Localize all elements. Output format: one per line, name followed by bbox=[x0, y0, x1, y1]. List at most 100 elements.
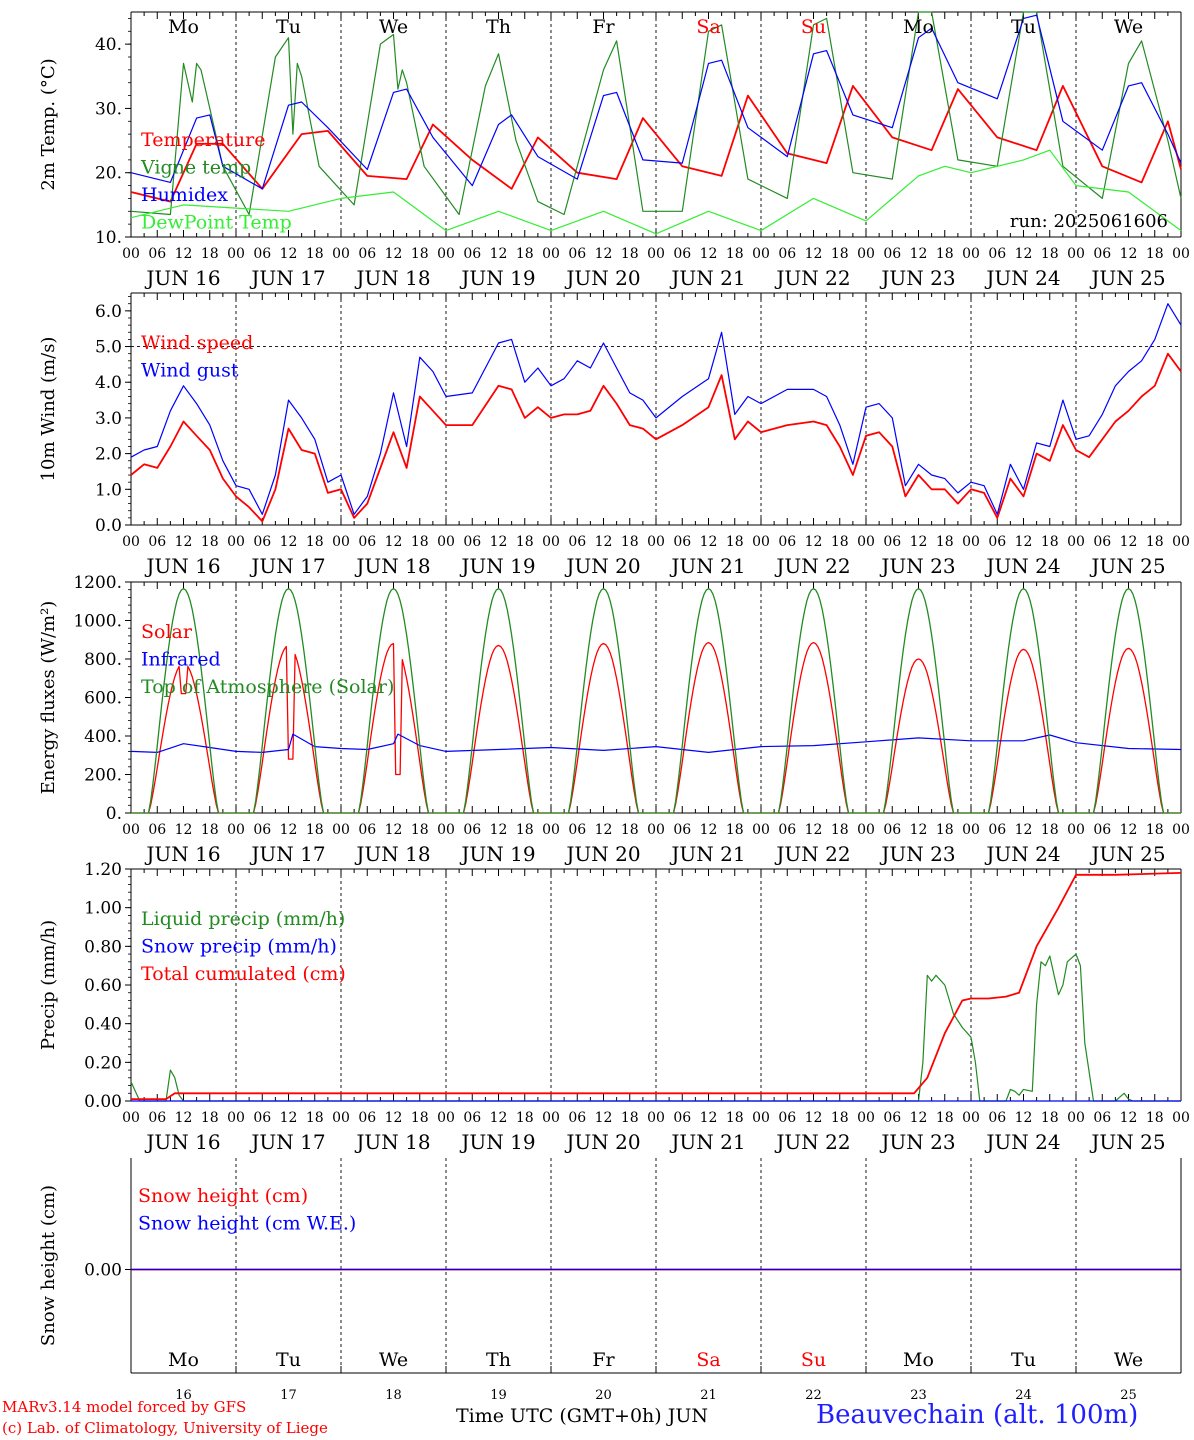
hour-label: 00 bbox=[542, 1110, 560, 1126]
hour-label: 00 bbox=[857, 1110, 875, 1126]
hour-label: 00 bbox=[332, 1110, 350, 1126]
hour-label: 00 bbox=[1172, 822, 1190, 838]
hour-label: 06 bbox=[1093, 822, 1111, 838]
hour-label: 18 bbox=[936, 246, 954, 262]
weekday-label: We bbox=[379, 16, 408, 38]
y-tick-label: 1000. bbox=[73, 612, 122, 632]
hour-label: 00 bbox=[437, 534, 455, 550]
legend-entry: Snow height (cm W.E.) bbox=[138, 1213, 356, 1235]
station-name: Beauvechain (alt. 100m) bbox=[816, 1400, 1139, 1430]
hour-label: 06 bbox=[1093, 534, 1111, 550]
y-axis-label: Precip (mm/h) bbox=[38, 920, 59, 1050]
y-axis-label: Energy fluxes (W/m²) bbox=[38, 601, 59, 795]
y-tick-label: 3.0 bbox=[95, 409, 122, 429]
date-label: JUN 21 bbox=[669, 266, 745, 290]
series-humidex bbox=[130, 14, 1182, 190]
hour-label: 00 bbox=[1067, 534, 1085, 550]
hour-label: 00 bbox=[752, 246, 770, 262]
date-label: JUN 17 bbox=[249, 554, 325, 578]
hour-label: 12 bbox=[1015, 534, 1033, 550]
weekday-label: Su bbox=[801, 16, 826, 38]
y-tick-label: 1.0 bbox=[95, 480, 122, 500]
x-axis-title: Time UTC (GMT+0h) JUN bbox=[456, 1405, 708, 1427]
date-label: JUN 18 bbox=[354, 1130, 430, 1154]
hour-label: 18 bbox=[1146, 534, 1164, 550]
hour-label: 00 bbox=[1172, 1110, 1190, 1126]
hour-label: 18 bbox=[1041, 534, 1059, 550]
hour-label: 12 bbox=[490, 822, 508, 838]
hour-label: 18 bbox=[726, 246, 744, 262]
weekday-label: Fr bbox=[592, 16, 615, 38]
weekday-label: Tu bbox=[276, 16, 301, 38]
hour-label: 18 bbox=[621, 534, 639, 550]
weekday-label: Mo bbox=[903, 1349, 934, 1371]
hour-label: 06 bbox=[253, 246, 271, 262]
hour-label: 00 bbox=[122, 534, 140, 550]
hour-label: 12 bbox=[1120, 534, 1138, 550]
legend-entry: Snow height (cm) bbox=[138, 1185, 308, 1207]
model-credit: MARv3.14 model forced by GFS bbox=[2, 1398, 247, 1416]
series-wind-gust bbox=[130, 303, 1182, 515]
hour-label: 00 bbox=[647, 822, 665, 838]
date-label: JUN 18 bbox=[354, 266, 430, 290]
hour-label: 12 bbox=[385, 822, 403, 838]
day-number: 20 bbox=[595, 1388, 612, 1403]
weekday-label: Th bbox=[486, 16, 511, 38]
date-label: JUN 17 bbox=[249, 1130, 325, 1154]
weekday-label: Tu bbox=[276, 1349, 301, 1371]
hour-label: 00 bbox=[752, 822, 770, 838]
hour-label: 06 bbox=[988, 822, 1006, 838]
y-tick-label: 800. bbox=[84, 650, 122, 670]
hour-label: 18 bbox=[726, 1110, 744, 1126]
date-label: JUN 24 bbox=[984, 842, 1060, 866]
hour-label: 06 bbox=[1093, 246, 1111, 262]
hour-label: 06 bbox=[463, 534, 481, 550]
hour-label: 12 bbox=[280, 1110, 298, 1126]
y-tick-label: 4.0 bbox=[95, 373, 122, 393]
hour-label: 18 bbox=[201, 246, 219, 262]
hour-label: 06 bbox=[253, 822, 271, 838]
hour-label: 12 bbox=[910, 1110, 928, 1126]
hour-label: 18 bbox=[306, 822, 324, 838]
hour-label: 06 bbox=[463, 246, 481, 262]
hour-label: 18 bbox=[831, 1110, 849, 1126]
hour-label: 18 bbox=[411, 246, 429, 262]
hour-label: 18 bbox=[411, 534, 429, 550]
hour-label: 06 bbox=[988, 246, 1006, 262]
weekday-label: Fr bbox=[592, 1349, 615, 1371]
date-label: JUN 22 bbox=[774, 266, 850, 290]
date-label: JUN 16 bbox=[144, 266, 220, 290]
series-temperature bbox=[130, 85, 1182, 203]
hour-label: 12 bbox=[175, 534, 193, 550]
hour-label: 00 bbox=[332, 534, 350, 550]
hour-label: 00 bbox=[542, 534, 560, 550]
hour-label: 12 bbox=[175, 246, 193, 262]
weekday-label: Mo bbox=[903, 16, 934, 38]
y-tick-label: 10. bbox=[95, 228, 122, 248]
y-tick-label: 0.00 bbox=[84, 1261, 122, 1281]
hour-label: 18 bbox=[936, 534, 954, 550]
hour-label: 00 bbox=[227, 1110, 245, 1126]
hour-label: 12 bbox=[1120, 822, 1138, 838]
hour-label: 12 bbox=[280, 246, 298, 262]
date-label: JUN 19 bbox=[459, 554, 535, 578]
series-vigne-temp bbox=[130, 11, 1182, 216]
y-tick-label: 2.0 bbox=[95, 445, 122, 465]
date-label: JUN 23 bbox=[879, 842, 955, 866]
weekday-label: We bbox=[379, 1349, 408, 1371]
hour-label: 00 bbox=[857, 822, 875, 838]
hour-label: 06 bbox=[883, 822, 901, 838]
hour-label: 06 bbox=[883, 1110, 901, 1126]
hour-label: 00 bbox=[122, 246, 140, 262]
day-number: 23 bbox=[910, 1388, 927, 1403]
hour-label: 18 bbox=[1041, 822, 1059, 838]
hour-label: 12 bbox=[805, 534, 823, 550]
y-tick-label: 0.00 bbox=[84, 1092, 122, 1112]
hour-label: 06 bbox=[463, 822, 481, 838]
legend-entry: Wind gust bbox=[141, 360, 239, 382]
date-label: JUN 17 bbox=[249, 266, 325, 290]
hour-label: 06 bbox=[253, 1110, 271, 1126]
day-number: 21 bbox=[700, 1388, 717, 1403]
hour-label: 12 bbox=[595, 534, 613, 550]
legend-entry: Temperature bbox=[141, 129, 265, 151]
